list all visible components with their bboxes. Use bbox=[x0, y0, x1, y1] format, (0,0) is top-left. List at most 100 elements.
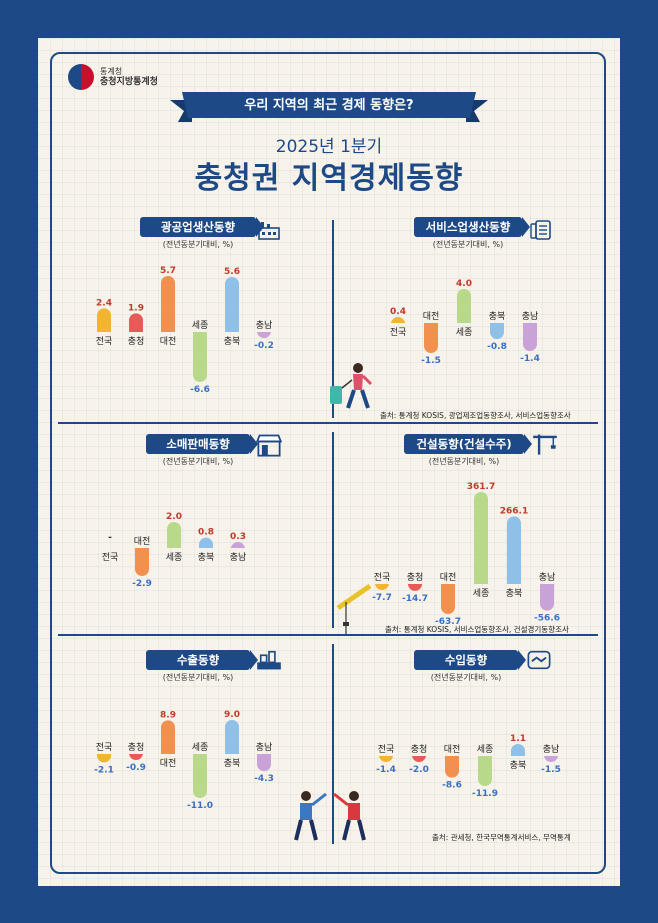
divider-vertical-1 bbox=[332, 220, 334, 418]
port-icon bbox=[257, 650, 281, 670]
value-label: 0.3 bbox=[230, 532, 246, 542]
bar-충청 bbox=[129, 753, 143, 760]
category-label: 대전 bbox=[440, 572, 457, 583]
crane-icon bbox=[533, 434, 557, 455]
bar-대전 bbox=[445, 756, 459, 778]
value-label: -0.2 bbox=[254, 341, 274, 351]
bar-대전 bbox=[424, 323, 438, 353]
value-label: 0.8 bbox=[198, 528, 214, 538]
panel-title-mining: 광공업생산동향 bbox=[140, 217, 264, 237]
value-label: -0.8 bbox=[487, 342, 507, 352]
value-label: - bbox=[108, 533, 112, 543]
agency-line1: 통계청 bbox=[100, 67, 123, 76]
chart-construction: 전국 -7.7 충청 -14.7 대전 -63.7 세종 361.7 충북 266.1 충남 -56.… bbox=[372, 482, 560, 627]
bar-세종 bbox=[457, 289, 471, 323]
bar-대전 bbox=[161, 720, 175, 754]
divider-horizontal-1 bbox=[58, 422, 598, 424]
store-icon bbox=[256, 434, 282, 457]
agency-line2: 충청지방통계청 bbox=[100, 77, 158, 87]
value-label: -7.7 bbox=[372, 593, 392, 603]
category-label: 충북 bbox=[506, 588, 523, 599]
panel-title-import: 수입동향 bbox=[414, 650, 526, 670]
category-label: 세종 bbox=[192, 320, 209, 331]
value-label: -63.7 bbox=[435, 617, 461, 627]
value-label: -8.6 bbox=[442, 781, 462, 791]
bar-세종 bbox=[193, 332, 207, 382]
category-label: 충청 bbox=[407, 572, 424, 583]
category-label: 대전 bbox=[160, 336, 177, 347]
factory-icon bbox=[258, 222, 280, 240]
category-label: 전국 bbox=[378, 744, 395, 755]
bar-충남 bbox=[257, 331, 271, 338]
panel-title-export: 수출동향 bbox=[146, 650, 258, 670]
bar-충북 bbox=[225, 276, 239, 332]
bar-충북 bbox=[199, 537, 213, 548]
category-label: 충청 bbox=[128, 336, 145, 347]
category-label: 충남 bbox=[543, 744, 560, 755]
category-label: 세종 bbox=[166, 552, 183, 563]
document-icon bbox=[530, 220, 551, 240]
bar-충남 bbox=[540, 584, 554, 611]
value-label: 266.1 bbox=[500, 506, 528, 516]
bar-전국 bbox=[379, 755, 393, 762]
bar-충청 bbox=[412, 755, 426, 762]
category-label: 충북 bbox=[510, 760, 527, 771]
value-label: -1.4 bbox=[376, 765, 396, 775]
government-emblem-icon bbox=[68, 64, 94, 90]
infographic-card bbox=[38, 38, 620, 886]
bar-충청 bbox=[408, 583, 422, 591]
category-label: 전국 bbox=[96, 742, 113, 753]
source-2: 출처: 통계청 KOSIS, 서비스업동향조사, 건설경기동향조사 bbox=[385, 625, 569, 634]
bar-충남 bbox=[544, 755, 558, 762]
category-label: 대전 bbox=[444, 744, 461, 755]
panel-subtitle-export: (전년동분기대비, %) bbox=[162, 673, 234, 682]
bar-충남 bbox=[231, 542, 245, 549]
bar-전국 bbox=[375, 583, 389, 590]
bar-충북 bbox=[225, 720, 239, 754]
category-label: 충청 bbox=[411, 744, 428, 755]
value-label: 361.7 bbox=[467, 482, 495, 492]
value-label: -2.0 bbox=[409, 765, 429, 775]
bar-충청 bbox=[129, 313, 143, 332]
panel-title-construction: 건설동향(건설수주) bbox=[404, 434, 532, 454]
handshake-icon bbox=[527, 650, 551, 670]
category-label: 충북 bbox=[224, 758, 241, 769]
value-label: 1.1 bbox=[510, 734, 526, 744]
category-label: 충청 bbox=[128, 742, 145, 753]
category-label: 충남 bbox=[539, 572, 556, 583]
value-label: -56.6 bbox=[534, 614, 560, 624]
value-label: -1.5 bbox=[421, 356, 441, 366]
value-label: 2.4 bbox=[96, 298, 112, 308]
value-label: 2.0 bbox=[166, 512, 182, 522]
main-title: 충청권 지역경제동향 bbox=[194, 161, 464, 196]
bar-전국 bbox=[97, 754, 111, 763]
category-label: 충북 bbox=[224, 336, 241, 347]
category-label: 세종 bbox=[473, 588, 490, 599]
value-label: -4.3 bbox=[254, 774, 274, 784]
bar-세종 bbox=[474, 492, 488, 584]
panel-subtitle-mining: (전년동분기대비, %) bbox=[162, 240, 234, 249]
value-label: -2.1 bbox=[94, 765, 114, 775]
category-label: 대전 bbox=[160, 758, 177, 769]
bar-대전 bbox=[135, 548, 149, 576]
category-label: 세종 bbox=[456, 327, 473, 338]
chart-service: 전국 0.4 대전 -1.5 세종 4.0 충북 -0.8 충남 -1.4 bbox=[390, 279, 540, 366]
divider-vertical-3 bbox=[332, 644, 334, 844]
bar-충북 bbox=[490, 323, 504, 339]
panel-title-retail: 소매판매동향 bbox=[146, 434, 258, 454]
agency-logo: 통계청 충청지방통계청 bbox=[68, 64, 158, 90]
category-label: 충북 bbox=[489, 311, 506, 322]
bar-세종 bbox=[478, 756, 492, 786]
bar-충북 bbox=[511, 744, 525, 756]
value-label: -0.9 bbox=[126, 763, 146, 773]
panel-title-service: 서비스업생산동향 bbox=[414, 217, 530, 237]
value-label: -2.9 bbox=[132, 579, 152, 589]
value-label: 5.7 bbox=[160, 266, 176, 276]
handshake-illustration bbox=[294, 791, 366, 841]
category-label: 전국 bbox=[374, 572, 391, 583]
panel-subtitle-retail: (전년동분기대비, %) bbox=[162, 457, 234, 466]
category-label: 충북 bbox=[198, 552, 215, 563]
bar-충남 bbox=[523, 323, 537, 351]
value-label: 9.0 bbox=[224, 710, 240, 720]
value-label: -1.4 bbox=[520, 354, 540, 364]
